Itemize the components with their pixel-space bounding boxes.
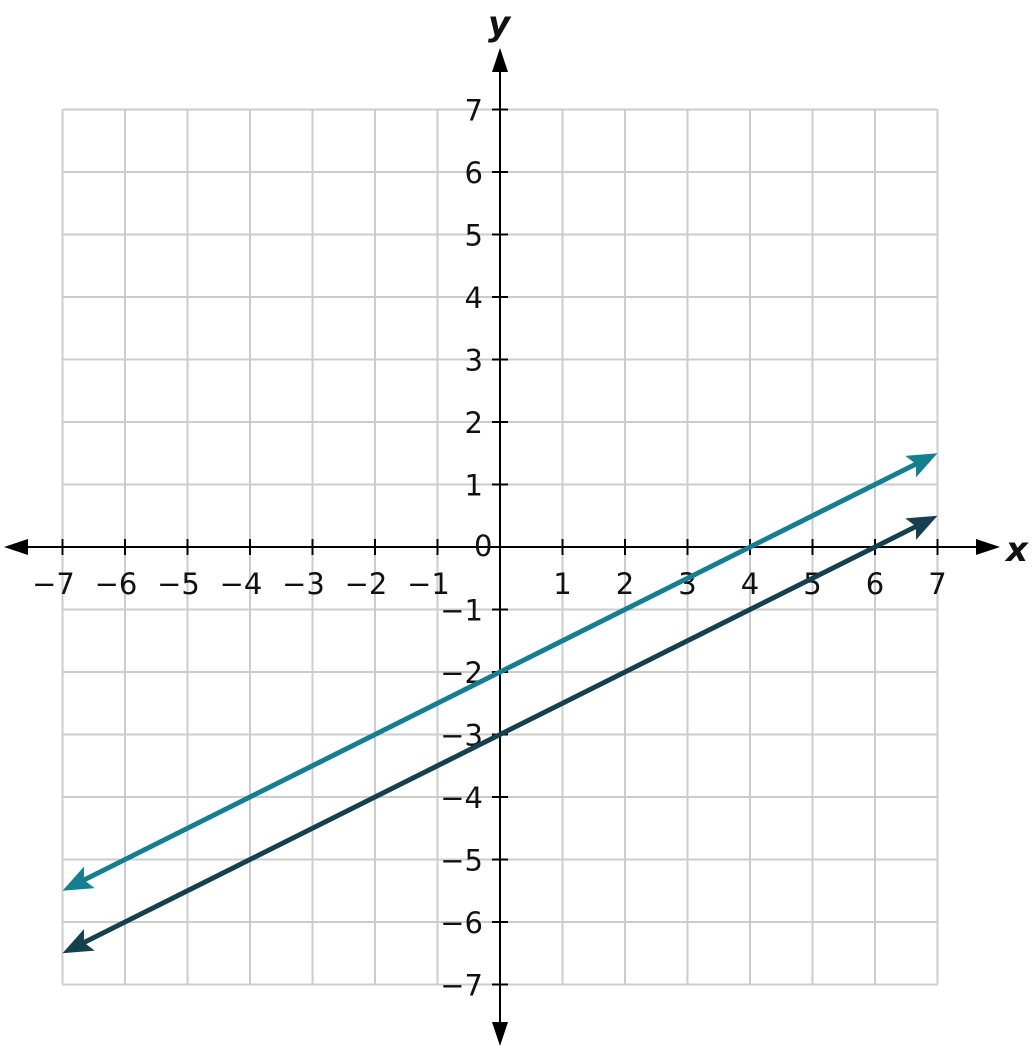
- tick-labels: −7 −6 −5 −4 −3 −2 −1 1 2 3 4 5 6 77654321−1−2−3−4−5−6…: [32, 94, 947, 1003]
- y-tick-label: 4: [465, 281, 483, 315]
- x-tick-label: −5: [157, 567, 200, 601]
- x-tick-label: 7: [928, 567, 946, 601]
- x-tick-label: −6: [95, 567, 138, 601]
- y-tick-label: −7: [440, 969, 483, 1003]
- series-line-1: [79, 459, 921, 885]
- x-tick-label: 6: [866, 567, 884, 601]
- x-tick-label: −4: [220, 567, 263, 601]
- x-tick-label: 1: [553, 567, 571, 601]
- y-tick-label: 1: [465, 469, 483, 503]
- series-1-arrow-end: [905, 453, 938, 478]
- x-tick-label: 4: [741, 567, 759, 601]
- x-tick-label: −2: [345, 567, 388, 601]
- y-tick-label: −4: [440, 781, 483, 815]
- x-tick-label: 2: [616, 567, 634, 601]
- y-tick-label: 5: [465, 219, 483, 253]
- y-tick-label: 7: [465, 94, 483, 128]
- x-tick-label: −1: [407, 567, 450, 601]
- y-tick-label: 2: [465, 406, 483, 440]
- y-axis-arrow-down: [492, 1022, 508, 1046]
- x-tick-label: −7: [32, 567, 75, 601]
- x-tick-label: −3: [282, 567, 325, 601]
- y-tick-label: −6: [440, 906, 483, 940]
- x-axis-label: x: [1004, 530, 1029, 570]
- y-axis-arrow-up: [492, 48, 508, 72]
- series-line-2: [79, 522, 921, 947]
- series-2-arrow-start: [62, 929, 95, 954]
- axes: [4, 48, 1000, 1046]
- x-axis-arrow-left: [4, 539, 28, 555]
- series-lines: [62, 453, 938, 954]
- y-tick-label: 3: [465, 344, 483, 378]
- origin-label: 0: [474, 529, 492, 563]
- y-tick-label: −1: [440, 594, 483, 628]
- y-tick-label: −5: [440, 844, 483, 878]
- series-1-arrow-start: [62, 866, 95, 891]
- series-2-arrow-end: [905, 515, 938, 540]
- y-tick-label: 6: [465, 156, 483, 190]
- x-axis-arrow-right: [976, 539, 1000, 555]
- y-axis-label: y: [488, 4, 512, 44]
